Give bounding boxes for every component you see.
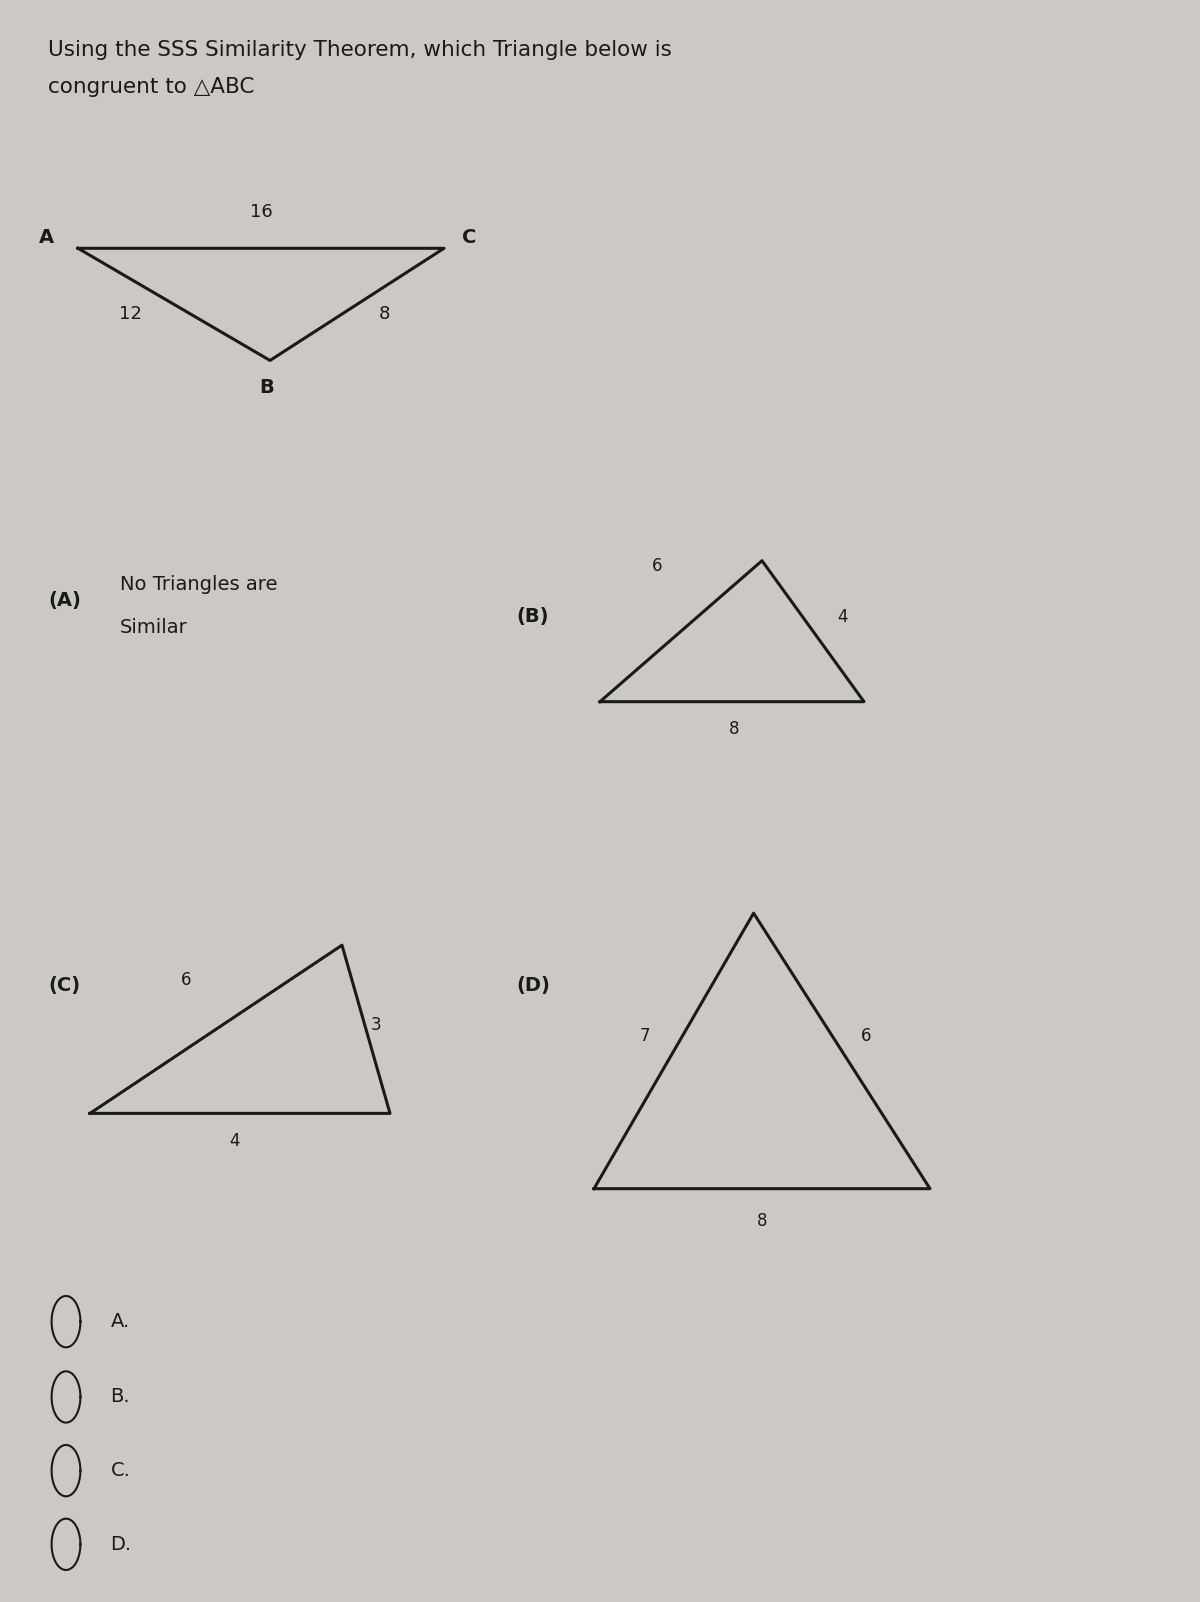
Text: (B): (B) (516, 607, 548, 626)
Text: (A): (A) (48, 591, 80, 610)
Text: 4: 4 (838, 607, 847, 626)
Text: 4: 4 (229, 1131, 239, 1150)
Text: (D): (D) (516, 976, 550, 995)
Text: A.: A. (110, 1312, 130, 1331)
Text: congruent to △ABC: congruent to △ABC (48, 77, 254, 96)
Text: C.: C. (110, 1461, 131, 1480)
Text: 6: 6 (653, 556, 662, 575)
Text: 6: 6 (862, 1027, 871, 1046)
Text: 16: 16 (251, 203, 272, 221)
Text: 8: 8 (730, 719, 739, 739)
Text: D.: D. (110, 1535, 132, 1554)
Text: (C): (C) (48, 976, 80, 995)
Text: Using the SSS Similarity Theorem, which Triangle below is: Using the SSS Similarity Theorem, which … (48, 40, 672, 59)
Text: 6: 6 (181, 971, 191, 990)
Text: 3: 3 (371, 1016, 380, 1035)
Text: A: A (38, 227, 54, 247)
Text: 12: 12 (119, 304, 142, 324)
Text: No Triangles are: No Triangles are (120, 575, 277, 594)
Text: 8: 8 (757, 1211, 767, 1230)
Text: Similar: Similar (120, 618, 187, 638)
Text: C: C (462, 227, 476, 247)
Text: B.: B. (110, 1387, 130, 1407)
Text: 7: 7 (640, 1027, 649, 1046)
Text: B: B (259, 378, 274, 397)
Text: 8: 8 (379, 304, 390, 324)
